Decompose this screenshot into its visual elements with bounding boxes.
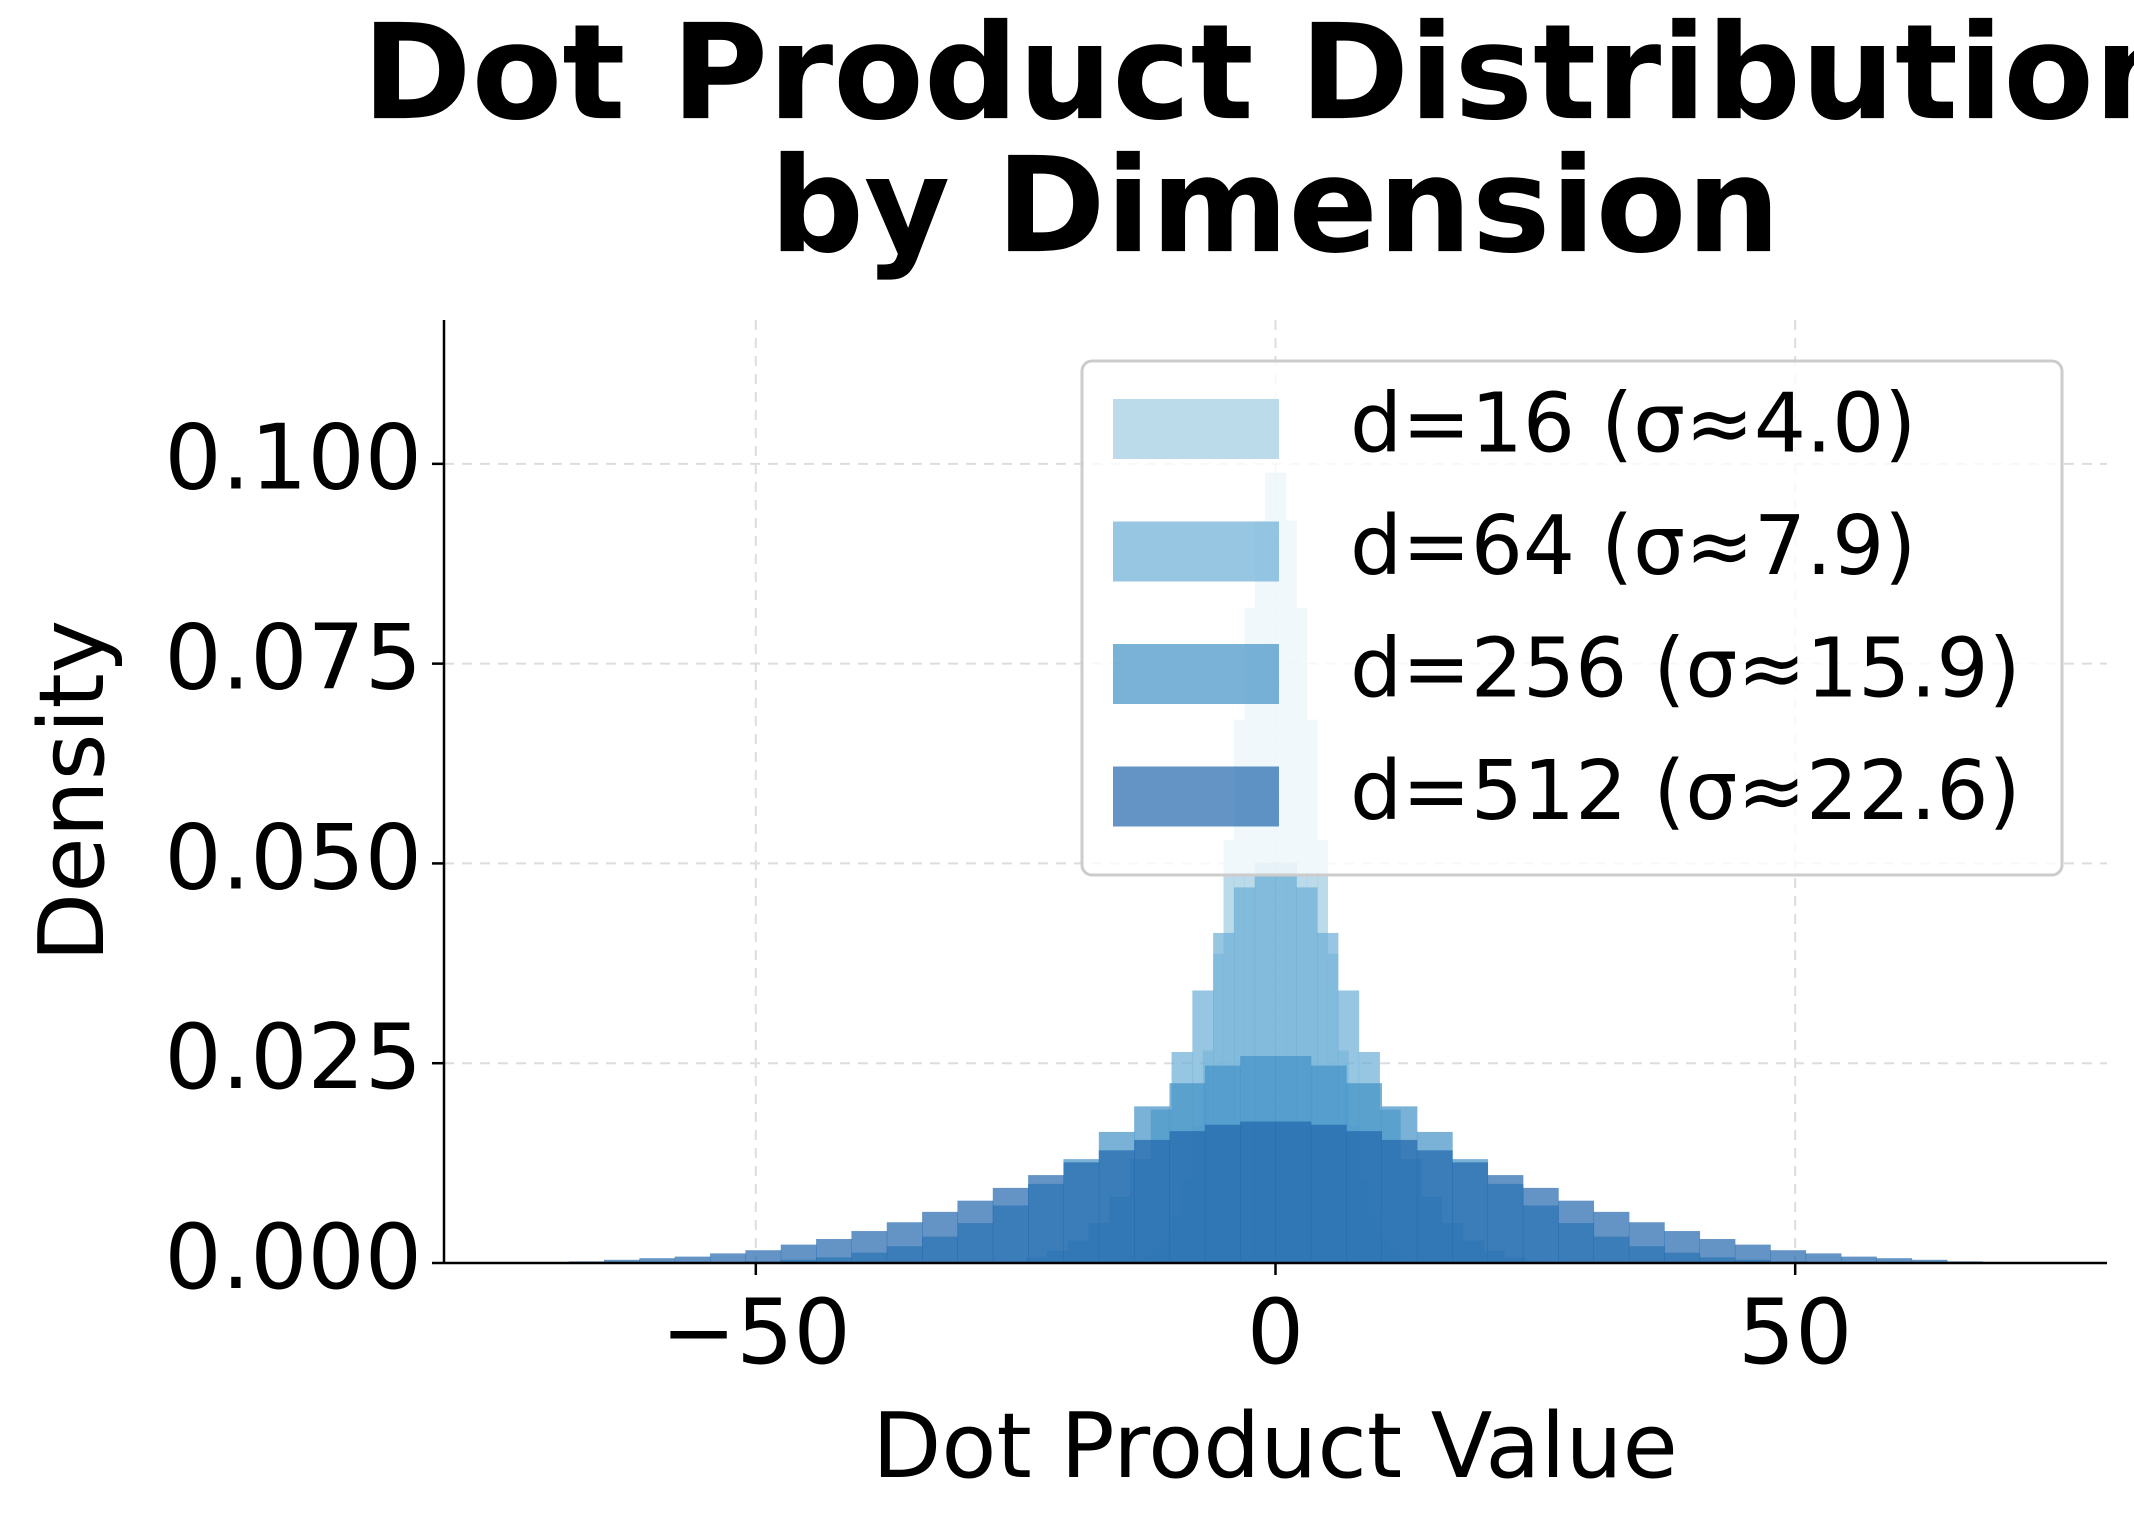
legend-label: d=512 (σ≈22.6) [1350,744,2021,839]
y-tick-label: 0.025 [164,1005,422,1110]
histogram-bar [604,1259,640,1263]
histogram-bar [674,1256,711,1263]
histogram-bar [1346,1131,1383,1263]
histogram-bar [816,1239,852,1263]
x-axis-label: Dot Product Value [872,1394,1678,1499]
y-tick-label: 0.050 [164,805,422,910]
legend-label: d=16 (σ≈4.0) [1350,376,1916,471]
histogram-bar [1275,1121,1312,1263]
histogram-bar [1204,1124,1241,1263]
histogram-bar [710,1253,746,1263]
histogram-bar [639,1258,676,1263]
y-tick-label: 0.000 [164,1205,422,1310]
bars [568,472,1983,1263]
histogram-bar [1911,1259,1948,1263]
y-tick-label: 0.075 [164,606,422,711]
histogram-bar [1169,1131,1206,1263]
legend-swatch [1113,766,1279,827]
histogram-bar [886,1222,923,1263]
histogram-bar [1240,1121,1276,1263]
histogram-bar [1098,1150,1135,1263]
histogram-bar [780,1244,817,1263]
histogram-bar [1876,1258,1913,1263]
legend [1080,359,2064,877]
histogram-bar [851,1231,888,1263]
legend-entries: d=16 (σ≈4.0) d=64 (σ≈7.9) d=256 (σ≈15.9) d=… [1113,376,2021,839]
chart-title: Dot Product Distribution [362,0,2134,150]
histogram-bar [1699,1239,1736,1263]
histogram-bar [745,1250,782,1263]
x-tick-label: −50 [661,1280,851,1385]
y-tick-label: 0.100 [164,406,422,511]
histogram-bar [1381,1139,1418,1263]
histogram-bar [1593,1211,1630,1263]
y-axis-label: Density [20,620,125,962]
histogram-bar [957,1200,994,1263]
legend-swatch [1113,521,1279,582]
x-tick-label: 50 [1738,1280,1853,1385]
histogram-bar [1770,1250,1807,1263]
histogram-bar [1134,1139,1170,1263]
histogram-bar [992,1187,1029,1263]
legend-swatch [1113,399,1279,459]
legend-label: d=64 (σ≈7.9) [1350,499,1916,594]
histogram-bar [1840,1256,1877,1263]
histogram-bar [1558,1200,1595,1263]
legend-swatch [1113,644,1279,704]
legend-label: d=256 (σ≈15.9) [1350,621,2021,716]
chart-title: by Dimension [770,129,1781,283]
histogram-bar [1487,1175,1524,1263]
histogram-bar [1805,1253,1842,1263]
histogram-bar [1310,1124,1347,1263]
histogram-bar [1522,1187,1559,1263]
histogram-bar [1063,1162,1100,1263]
histogram-bar [922,1211,958,1263]
histogram-bar [1628,1222,1665,1263]
x-tick-label: 0 [1247,1280,1304,1385]
histogram-bar [1416,1150,1453,1263]
histogram-bar [1028,1175,1064,1263]
ticks: −50 0 50 0.000 0.025 0.050 0.075 0.100 [164,406,1852,1385]
histogram-bar [1452,1162,1489,1263]
histogram-bar [1734,1244,1771,1263]
histogram-bar [1664,1231,1701,1263]
